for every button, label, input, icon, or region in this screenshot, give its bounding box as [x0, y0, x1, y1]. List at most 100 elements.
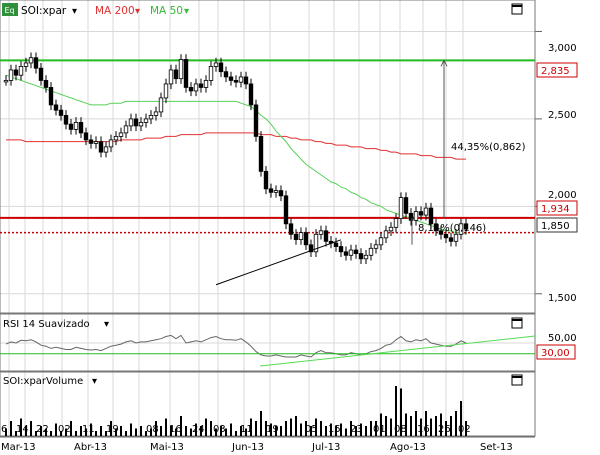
volume-bar: [380, 413, 382, 436]
volume-bar: [100, 426, 102, 436]
volume-bar: [145, 431, 147, 436]
ma200-dropdown-icon[interactable]: ▾: [135, 6, 140, 17]
volume-bar: [80, 426, 82, 436]
volume-bar: [435, 416, 437, 436]
candle-body: [238, 76, 244, 83]
x-day-label: 05: [305, 424, 318, 435]
volume-bar: [270, 423, 272, 436]
candle-body: [273, 190, 279, 193]
volume-bar: [350, 421, 352, 436]
y-tick-label: 1,500: [548, 293, 577, 304]
lower-measure-label: 8,14%(0,146): [418, 223, 486, 234]
candle-body: [178, 59, 184, 80]
volume-bar: [25, 426, 27, 436]
candle-body: [223, 71, 229, 78]
ma50-dropdown-icon[interactable]: ▾: [184, 6, 189, 17]
candle-body: [343, 251, 349, 256]
volume-bar: [225, 428, 227, 436]
volume-bar: [50, 431, 52, 436]
volume-bar: [425, 411, 427, 436]
volume-bar: [415, 411, 417, 436]
x-day-label: 02: [58, 424, 71, 435]
x-day-label: 08: [146, 424, 159, 435]
measurement-arrows[interactable]: [411, 59, 448, 245]
volume-bar: [175, 428, 177, 436]
volume-bar: [255, 421, 257, 436]
candle-body: [443, 233, 449, 239]
candle-body: [203, 80, 209, 88]
ma200-legend[interactable]: MA 200: [95, 5, 135, 17]
candle-body: [108, 139, 114, 148]
volume-bar: [170, 426, 172, 436]
rsi-panel-frame: [0, 313, 536, 372]
candle-body: [453, 233, 459, 242]
candle-body: [103, 146, 109, 153]
maximize-icon[interactable]: [511, 317, 523, 329]
candle-body: [93, 141, 99, 144]
volume-bar: [395, 386, 397, 436]
volume-bar: [200, 426, 202, 436]
volume-label[interactable]: SOI:xparVolume: [3, 376, 83, 387]
volume-bar: [230, 423, 232, 436]
ma50-legend[interactable]: MA 50: [150, 5, 183, 17]
candle-body: [113, 135, 119, 141]
volume-bar: [400, 388, 402, 436]
x-axis: 6 14 22 02 11 19 08 16 24 03 11 19 05 15 23 01 08 16 26 02 M…: [0, 424, 535, 453]
candle-body: [53, 104, 59, 111]
volume-bar: [250, 418, 252, 436]
candle-body: [78, 122, 84, 134]
volume-bar: [345, 428, 347, 436]
candle-body: [33, 57, 39, 69]
volume-bar: [325, 426, 327, 436]
price-tag-green-text: 2,835: [541, 66, 570, 77]
volume-bar: [115, 428, 117, 436]
candle-body: [43, 80, 49, 88]
x-day-label: 11: [240, 424, 253, 435]
candle-body: [243, 76, 249, 85]
candle-body: [73, 122, 79, 130]
candle-body: [408, 212, 414, 221]
volume-bar: [365, 426, 367, 436]
price-tag-green: 2,835: [536, 62, 578, 78]
rsi-dropdown-icon[interactable]: ▾: [104, 319, 109, 330]
volume-bar: [120, 426, 122, 436]
maximize-icon[interactable]: [511, 374, 523, 386]
x-month-label: Mar-13: [1, 442, 36, 453]
candle-body: [448, 237, 454, 242]
candle-body: [213, 62, 219, 67]
volume-panel-frame: [0, 371, 536, 437]
x-day-label: 01: [373, 424, 386, 435]
candle-body: [248, 83, 254, 106]
volume-bar: [390, 418, 392, 436]
volume-bar: [335, 426, 337, 436]
volume-bar: [135, 428, 137, 436]
candle-body: [393, 218, 399, 228]
symbol-label[interactable]: SOI:xpar: [21, 5, 67, 17]
volume-bar: [300, 423, 302, 436]
symbol-dropdown-icon[interactable]: ▾: [72, 6, 77, 17]
equity-badge[interactable]: [2, 3, 18, 16]
support-trendline[interactable]: [215, 239, 342, 286]
y-tick-label: 2,500: [548, 110, 577, 121]
candle-body: [403, 197, 409, 214]
volume-bar: [460, 401, 462, 436]
rsi-tag-lower-text: 30,00: [541, 348, 570, 359]
candle-body: [458, 223, 464, 235]
volume-bar: [65, 428, 67, 436]
rsi-tag-lower: 30,00: [536, 344, 576, 360]
volume-bar: [280, 426, 282, 436]
volume-bar: [240, 426, 242, 436]
maximize-icon[interactable]: [511, 3, 523, 15]
price-tag-last-text: 1,850: [541, 221, 570, 232]
volume-bar: [165, 418, 167, 436]
rsi-label[interactable]: RSI 14 Suavizado: [3, 319, 90, 330]
volume-bar: [375, 421, 377, 436]
candle-body: [353, 249, 359, 254]
volume-bar: [320, 421, 322, 436]
candle-body: [138, 122, 144, 127]
volume-dropdown-icon[interactable]: ▾: [92, 376, 97, 387]
volume-bar: [445, 421, 447, 436]
x-day-label: 15: [328, 424, 341, 435]
x-month-label: Jul-13: [311, 442, 340, 453]
